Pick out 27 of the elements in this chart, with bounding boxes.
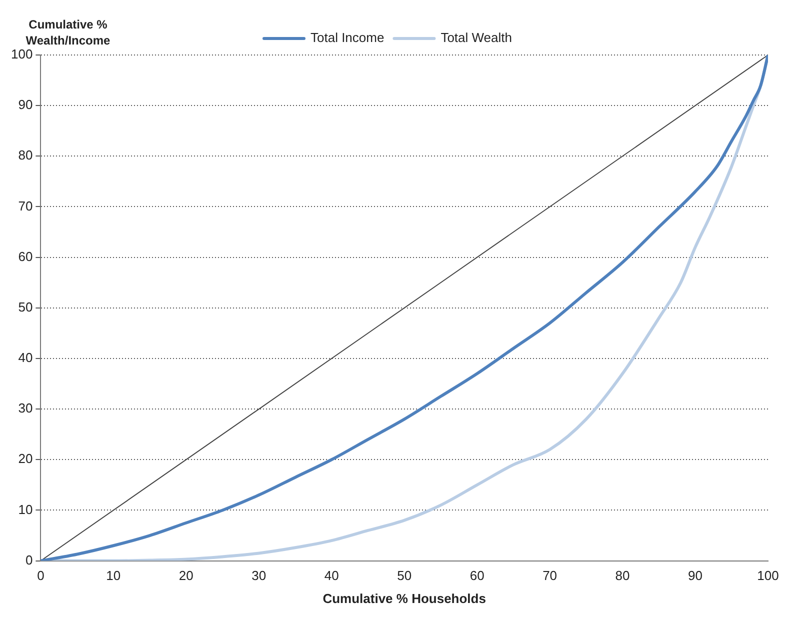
y-tick-label: 100 <box>10 46 33 62</box>
y-tick-label: 0 <box>25 552 33 568</box>
legend-label: Total Income <box>310 30 384 46</box>
x-tick-label: 10 <box>106 568 121 584</box>
x-tick-label: 20 <box>178 568 194 584</box>
x-tick-label: 30 <box>252 568 266 584</box>
y-tick-label: 80 <box>18 148 33 163</box>
x-tick-label: 90 <box>688 568 703 584</box>
x-tick-label: 70 <box>542 568 558 584</box>
y-tick-label: 50 <box>18 299 33 314</box>
x-axis-title: Cumulative % Households <box>322 590 486 606</box>
y-tick-label: 60 <box>18 248 33 264</box>
x-tick-label: 100 <box>757 568 779 584</box>
y-tick-label: 10 <box>18 502 33 517</box>
x-tick-label: 40 <box>324 568 339 584</box>
x-tick-label: 50 <box>397 568 412 584</box>
y-tick-label: 30 <box>18 400 33 416</box>
y-tick-label: 70 <box>18 198 33 214</box>
x-tick-label: 80 <box>615 568 630 584</box>
legend-label: Total Wealth <box>440 30 512 46</box>
y-tick-label: 20 <box>18 451 33 466</box>
x-tick-label: 0 <box>37 568 44 584</box>
line-series <box>40 55 768 561</box>
y-tick-label: 90 <box>18 97 33 112</box>
y-tick-label: 40 <box>18 350 33 366</box>
y-axis-title: Cumulative % Wealth/Income <box>26 17 111 48</box>
x-tick-label: 60 <box>470 568 484 584</box>
